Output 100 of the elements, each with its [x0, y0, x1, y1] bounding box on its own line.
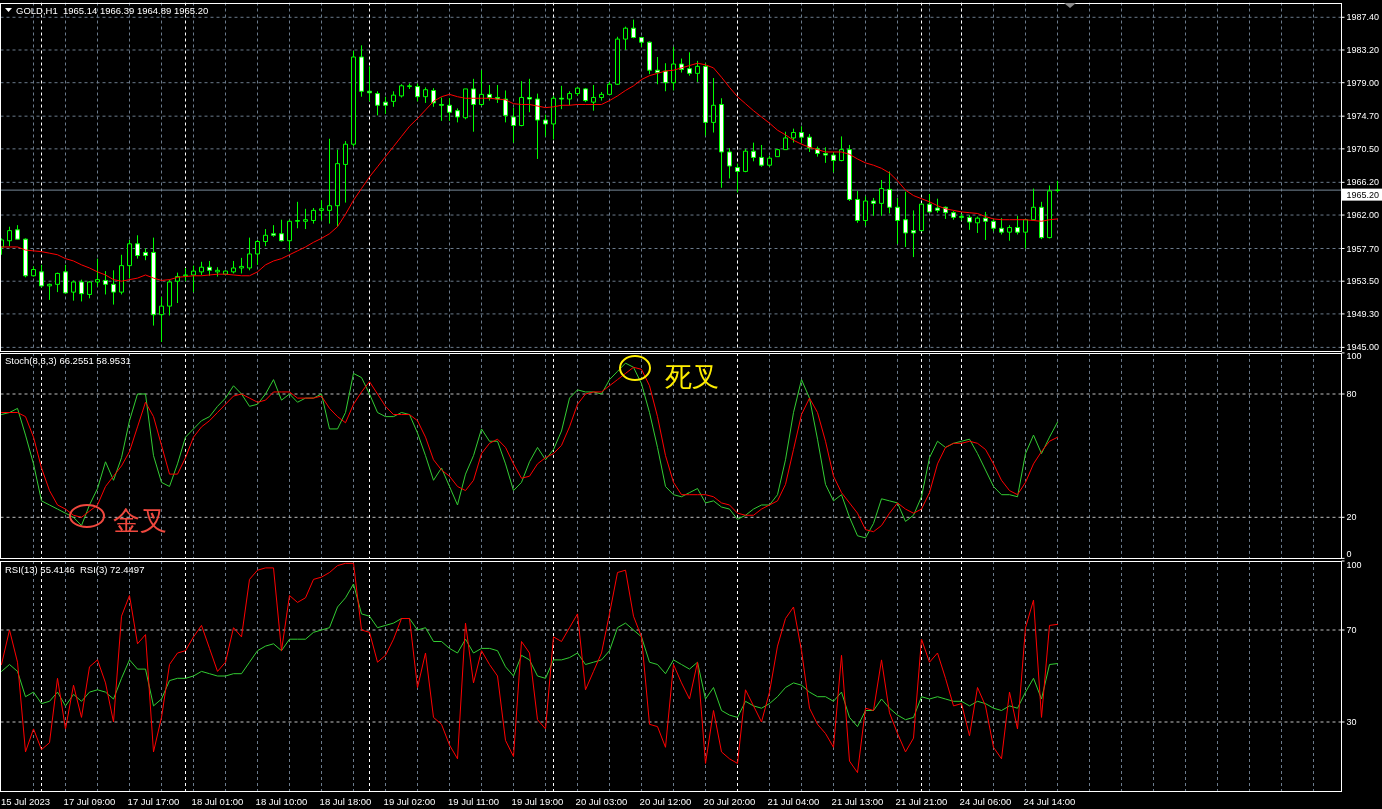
candlestick: [383, 96, 388, 115]
y-tick-label: 100: [1346, 559, 1362, 570]
candlestick: [503, 89, 508, 123]
x-tick-label: 19 Jul 11:00: [447, 795, 500, 807]
ref-line-label: 1965.20: [1346, 189, 1380, 200]
candlestick: [71, 279, 76, 302]
candlestick: [87, 280, 92, 299]
candlestick: [703, 62, 708, 137]
y-tick-label: 100: [1346, 351, 1362, 362]
candlestick: [199, 261, 204, 276]
y-tick-label: 1962.00: [1346, 210, 1380, 221]
candlestick: [295, 201, 300, 229]
candlestick: [711, 77, 716, 134]
candlestick: [631, 19, 636, 39]
candlestick: [607, 81, 612, 95]
candlestick: [855, 190, 860, 224]
x-tick-label: 18 Jul 01:00: [191, 795, 244, 807]
candlestick: [983, 211, 988, 241]
candlestick: [807, 133, 812, 153]
candlestick: [527, 78, 532, 113]
candlestick: [439, 96, 444, 122]
candlestick: [55, 272, 60, 293]
candlestick: [743, 148, 748, 173]
y-tick-label: 1974.70: [1346, 111, 1380, 122]
candlestick: [583, 87, 588, 103]
candlestick: [871, 197, 876, 217]
candlestick: [831, 151, 836, 173]
candlestick: [479, 69, 484, 107]
candlestick: [231, 260, 236, 274]
y-tick-label: 1966.20: [1346, 177, 1380, 188]
candlestick: [991, 218, 996, 232]
candlestick: [751, 142, 756, 162]
candlestick: [471, 78, 476, 133]
candlestick: [511, 107, 516, 144]
chart-title: RSI(13) 55.4146 RSI(3) 72.4497: [5, 563, 145, 575]
y-tick-label: 30: [1346, 717, 1357, 727]
candlestick: [183, 267, 188, 282]
candlestick: [215, 266, 220, 278]
candlestick: [695, 60, 700, 83]
x-tick-label: 20 Jul 12:00: [639, 795, 692, 807]
x-tick-label: 20 Jul 20:00: [703, 795, 756, 807]
candlestick: [959, 212, 964, 221]
candlestick: [847, 144, 852, 202]
candlestick: [399, 83, 404, 98]
annotation: 死叉: [665, 360, 719, 392]
candlestick: [63, 264, 68, 295]
candlestick: [151, 237, 156, 327]
candlestick: [559, 85, 564, 110]
candlestick: [551, 95, 556, 141]
candlestick: [615, 36, 620, 86]
candlestick: [639, 36, 644, 48]
y-tick-label: 1970.50: [1346, 143, 1380, 154]
candlestick: [591, 84, 596, 112]
candlestick: [0, 237, 4, 256]
x-tick-label: 17 Jul 17:00: [127, 795, 180, 807]
y-tick-label: 80: [1346, 389, 1357, 399]
candlestick: [119, 254, 124, 295]
candlestick: [1031, 188, 1036, 221]
x-tick-label: 24 Jul 14:00: [1023, 795, 1076, 807]
candlestick: [767, 155, 772, 168]
candlestick: [1015, 215, 1020, 235]
candlestick: [279, 219, 284, 243]
candlestick: [567, 90, 572, 106]
candlestick: [127, 239, 132, 279]
candlestick: [159, 296, 164, 343]
candlestick: [447, 97, 452, 122]
candlestick: [415, 82, 420, 102]
y-tick-label: 1979.00: [1346, 77, 1380, 88]
candlestick: [407, 82, 412, 90]
x-tick-label: 17 Jul 09:00: [63, 795, 116, 807]
candlestick: [287, 219, 292, 252]
candlestick: [647, 40, 652, 75]
candlestick: [911, 209, 916, 258]
candlestick: [535, 93, 540, 160]
candlestick: [1047, 184, 1052, 239]
candlestick: [335, 149, 340, 228]
candlestick: [303, 208, 308, 230]
candlestick: [1039, 201, 1044, 240]
candlestick: [223, 269, 228, 276]
line-series: [1, 583, 1058, 728]
candlestick: [687, 51, 692, 77]
candlestick: [95, 258, 100, 288]
candlestick: [343, 140, 348, 204]
x-tick-label: 21 Jul 13:00: [831, 795, 884, 807]
candlestick: [391, 90, 396, 108]
y-tick-label: 70: [1346, 625, 1357, 635]
candlestick: [799, 125, 804, 144]
candlestick: [455, 107, 460, 123]
candlestick: [111, 269, 116, 306]
candlestick: [519, 80, 524, 127]
candlestick: [895, 197, 900, 245]
candlestick: [775, 148, 780, 158]
candlestick: [623, 26, 628, 51]
candlestick: [719, 97, 724, 189]
candlestick: [207, 260, 212, 277]
x-tick-label: 20 Jul 03:00: [575, 795, 628, 807]
candlestick: [135, 234, 140, 260]
candlestick: [263, 228, 268, 247]
x-tick-label: 19 Jul 19:00: [511, 795, 564, 807]
candlestick: [727, 147, 732, 179]
